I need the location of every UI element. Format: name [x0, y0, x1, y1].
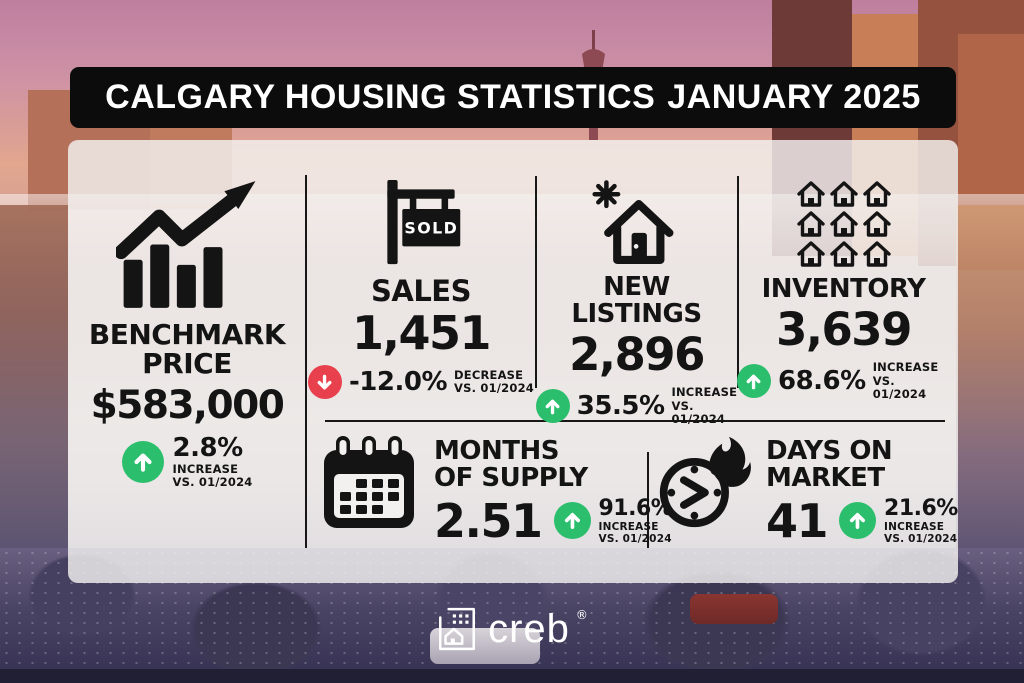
benchmark-value: $583,000 [90, 383, 285, 429]
supply-label-line2: OF SUPPLY [434, 463, 588, 494]
sold-sign-text: SOLD [404, 218, 458, 237]
stats-panel: BENCHMARK PRICE $583,000 2.8% INCREASE V… [68, 140, 958, 583]
inventory-value: 3,639 [776, 303, 912, 357]
change-caption: INCREASE VS. 01/2024 [172, 461, 253, 490]
registered-trademark: ® [575, 608, 588, 622]
banner-title-period: JANUARY 2025 [667, 78, 921, 116]
houses-grid-icon [794, 180, 894, 268]
benchmark-label-line2: PRICE [142, 347, 232, 381]
sales-label: SALES [370, 274, 472, 308]
inventory-stat: INVENTORY 3,639 68.6% INCREASE VS. 01/20… [737, 140, 950, 402]
new-listings-change-badge: 35.5% INCREASE VS. 01/2024 [535, 385, 738, 427]
days-on-market-change-badge: 21.6% INCREASE VS. 01/2024 [839, 496, 958, 546]
months-of-supply-stat: MONTHS OF SUPPLY 2.51 91.6% INCREASE [318, 434, 673, 546]
change-vs: VS. 01/2024 [884, 533, 958, 546]
bottom-shadow [0, 669, 1024, 683]
months-of-supply-label: MONTHS OF SUPPLY [434, 436, 672, 494]
arrow-down-circle-icon [308, 365, 343, 400]
change-percent: 68.6% [778, 366, 866, 397]
calendar-icon [318, 434, 420, 534]
change-word: INCREASE [172, 461, 239, 476]
new-listings-label-line2: LISTINGS [571, 299, 702, 330]
sales-stat: SOLD SALES 1,451 -12.0% DECREASE VS. 01/… [306, 140, 536, 400]
snowy-trees-right [956, 205, 1024, 565]
supply-label-line1: MONTHS [434, 436, 559, 466]
clock-flame-icon [656, 434, 752, 532]
change-word: INCREASE [598, 521, 659, 534]
sold-sign-icon: SOLD [374, 180, 468, 266]
creb-logo-text: creb [488, 607, 570, 651]
title-banner: CALGARY HOUSING STATISTICS JANUARY 2025 [70, 67, 956, 128]
change-vs: VS. 01/2024 [454, 381, 534, 396]
benchmark-label: BENCHMARK PRICE [88, 318, 286, 381]
change-vs: VS. 01/2024 [872, 373, 927, 402]
change-word: DECREASE [454, 367, 524, 382]
change-percent: 2.8% [172, 433, 244, 464]
days-on-market-content: DAYS ON MARKET 41 21.6% INCREASE VS. [766, 434, 958, 546]
creb-logo: creb ® [0, 606, 1024, 652]
change-vs: VS. 01/2024 [598, 533, 672, 546]
inventory-change-badge: 68.6% INCREASE VS. 01/2024 [737, 360, 950, 402]
divider [325, 420, 945, 422]
divider [305, 175, 307, 548]
banner-title: CALGARY HOUSING STATISTICS [105, 78, 656, 116]
arrow-up-circle-icon [553, 502, 591, 540]
benchmark-label-line1: BENCHMARK [88, 318, 286, 351]
divider [647, 452, 649, 548]
benchmark-change-badge: 2.8% INCREASE VS. 01/2024 [121, 433, 253, 490]
benchmark-change-text: 2.8% INCREASE VS. 01/2024 [172, 433, 253, 490]
change-caption: INCREASE VS. 01/2024 [872, 360, 950, 402]
divider [535, 176, 537, 388]
creb-logo-icon [436, 606, 478, 652]
arrow-up-circle-icon [737, 364, 771, 399]
trending-bar-chart-icon [116, 176, 258, 308]
benchmark-price-stat: BENCHMARK PRICE $583,000 2.8% INCREASE V… [68, 140, 306, 583]
days-label-line1: DAYS ON [766, 436, 893, 466]
change-caption: INCREASE VS. 01/2024 [884, 521, 957, 546]
arrow-up-circle-icon [839, 502, 877, 540]
new-home-icon [591, 180, 682, 266]
change-caption: INCREASE VS. 01/2024 [599, 521, 672, 546]
arrow-up-circle-icon [535, 389, 570, 424]
change-percent: 35.5% [576, 391, 665, 422]
car-silhouette [690, 594, 778, 624]
change-percent: -12.0% [349, 367, 448, 398]
snowy-trees-left [0, 205, 68, 565]
days-on-market-value: 41 [766, 493, 829, 548]
change-vs: VS. 01/2024 [172, 475, 253, 490]
change-word: INCREASE [884, 521, 945, 534]
sales-value: 1,451 [351, 306, 492, 361]
change-word: INCREASE [671, 385, 738, 400]
inventory-label: INVENTORY [761, 274, 926, 304]
sales-change-badge: -12.0% DECREASE VS. 01/2024 [308, 365, 534, 400]
change-vs: VS. 01/2024 [671, 398, 726, 427]
months-of-supply-change-badge: 91.6% INCREASE VS. 01/2024 [553, 496, 673, 546]
new-listings-stat: NEW LISTINGS 2,896 35.5% INCREASE VS. 01… [535, 140, 738, 427]
new-listings-value: 2,896 [569, 328, 705, 382]
days-on-market-stat: DAYS ON MARKET 41 21.6% INCREASE VS. [656, 434, 966, 546]
divider [737, 176, 739, 388]
new-listings-label-line1: NEW [603, 272, 670, 302]
change-percent: 21.6% [884, 496, 958, 522]
arrow-up-circle-icon [121, 441, 164, 484]
change-percent: 91.6% [598, 496, 673, 522]
days-on-market-label: DAYS ON MARKET [766, 436, 958, 494]
change-caption: DECREASE VS. 01/2024 [454, 367, 534, 396]
new-listings-label: NEW LISTINGS [571, 272, 702, 330]
months-of-supply-content: MONTHS OF SUPPLY 2.51 91.6% INCREASE [434, 434, 673, 548]
months-of-supply-value: 2.51 [434, 493, 543, 548]
change-caption: INCREASE VS. 01/2024 [671, 385, 738, 427]
change-word: INCREASE [872, 360, 939, 375]
days-label-line2: MARKET [766, 463, 885, 494]
